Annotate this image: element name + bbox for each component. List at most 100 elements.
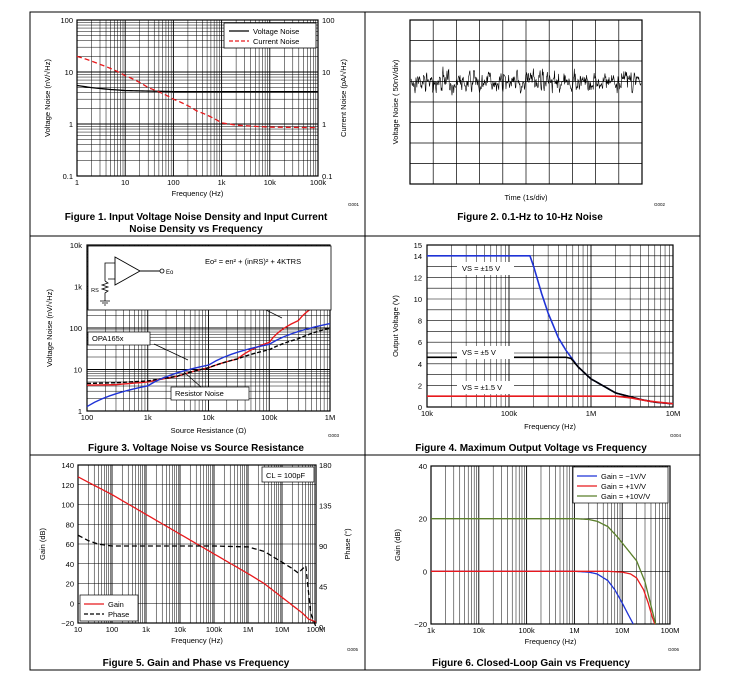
x-tick-label: 1M bbox=[243, 625, 253, 634]
y-axis-label: Voltage Noise ( 50nV/div) bbox=[391, 59, 400, 144]
x-tick-label: 10k bbox=[473, 626, 485, 635]
code-fig3: G003 bbox=[328, 433, 340, 438]
x-tick-label: 100 bbox=[167, 178, 180, 187]
caption-fig2: Figure 2. 0.1-Hz to 10-Hz Noise bbox=[457, 212, 603, 223]
y-tick-label: 120 bbox=[61, 481, 74, 490]
y-tick-label: 100 bbox=[61, 501, 74, 510]
series-line-current-noise bbox=[76, 55, 319, 129]
x-axis-label: Frequency (Hz) bbox=[524, 422, 576, 431]
x-tick-label: 10M bbox=[275, 625, 290, 634]
y2-tick-label: 90 bbox=[319, 542, 327, 551]
x-tick-label: 1k bbox=[144, 413, 152, 422]
series-line-gain-plus-1 bbox=[431, 570, 656, 625]
x-axis-label: Time (1s/div) bbox=[504, 193, 548, 202]
output-label: Eo bbox=[166, 270, 174, 276]
annotation-label: VS = ±15 V bbox=[462, 264, 500, 273]
code-fig6: G006 bbox=[668, 647, 680, 652]
y-tick-label: −20 bbox=[414, 620, 427, 629]
legend-entry: Gain = +10V/V bbox=[601, 492, 650, 501]
formula-text: Eo² = en² + (inRS)² + 4KTRS bbox=[205, 257, 301, 266]
caption-fig3: Figure 3. Voltage Noise vs Source Resist… bbox=[88, 443, 304, 454]
legend-entry: Voltage Noise bbox=[253, 27, 299, 36]
x-tick-label: 100M bbox=[661, 626, 680, 635]
x-tick-label: 100k bbox=[261, 413, 278, 422]
plot-frame-fig5 bbox=[77, 464, 317, 624]
y-tick-label: 10 bbox=[414, 295, 422, 304]
x-tick-label: 100 bbox=[81, 413, 94, 422]
cell-border-fig6 bbox=[364, 454, 701, 671]
annotation-box bbox=[170, 386, 250, 401]
y2-tick-label: 0 bbox=[319, 623, 323, 632]
y-tick-label: 100 bbox=[69, 324, 82, 333]
y-tick-label: 100 bbox=[60, 16, 73, 25]
series-line-resistor-noise bbox=[86, 322, 331, 408]
code-fig4: G004 bbox=[670, 433, 682, 438]
plot-frame-fig2 bbox=[409, 19, 643, 185]
y-axis-label: Output Voltage (V) bbox=[391, 295, 400, 357]
annotation-box bbox=[87, 331, 151, 346]
annotation-bg bbox=[457, 262, 514, 275]
x-axis-label: Frequency (Hz) bbox=[172, 189, 224, 198]
y-tick-label: 60 bbox=[66, 540, 74, 549]
y-tick-label: 40 bbox=[66, 560, 74, 569]
y-axis-label: Voltage Noise (nV/√Hz) bbox=[43, 59, 52, 137]
legend-box bbox=[223, 22, 317, 49]
annotation-bg bbox=[457, 346, 514, 359]
legend-entry: Current Noise bbox=[253, 37, 299, 46]
y-tick-label: −20 bbox=[61, 619, 74, 628]
y-tick-label: 40 bbox=[419, 462, 427, 471]
y2-tick-label: 1 bbox=[322, 120, 326, 129]
x-tick-label: 100 bbox=[106, 625, 119, 634]
x-tick-label: 1k bbox=[142, 625, 150, 634]
x-tick-label: 10 bbox=[121, 178, 129, 187]
annotation-leader bbox=[153, 343, 189, 361]
series-line-gain bbox=[77, 476, 317, 623]
legend-box bbox=[572, 466, 669, 504]
x-tick-label: 100k bbox=[310, 178, 327, 187]
y2-tick-label: 135 bbox=[319, 502, 332, 511]
x-tick-label: 1k bbox=[427, 626, 435, 635]
caption-fig4: Figure 4. Maximum Output Voltage vs Freq… bbox=[415, 443, 647, 454]
x-tick-label: 10M bbox=[666, 409, 681, 418]
y-tick-label: 10k bbox=[70, 241, 82, 250]
plot-frame-fig1 bbox=[76, 19, 319, 177]
cell-borders bbox=[29, 11, 701, 671]
y-tick-label: 6 bbox=[418, 338, 422, 347]
annotation-label: VS = ±1.5 V bbox=[462, 383, 502, 392]
y-tick-label: 0 bbox=[418, 403, 422, 412]
x-axis-label: Source Resistance (Ω) bbox=[171, 426, 247, 435]
y2-tick-label: 45 bbox=[319, 583, 327, 592]
y-axis-label: Gain (dB) bbox=[38, 527, 47, 560]
annotation-label: Resistor Noise bbox=[175, 389, 224, 398]
x-tick-label: 1k bbox=[218, 178, 226, 187]
caption-fig1-line1: Figure 1. Input Voltage Noise Density an… bbox=[65, 212, 328, 223]
x-tick-label: 10k bbox=[202, 413, 214, 422]
annotation-label: VS = ±5 V bbox=[462, 348, 496, 357]
chart-fig2: Time (1s/div) Voltage Noise ( 50nV/div) bbox=[391, 19, 643, 202]
caption-fig6: Figure 6. Closed-Loop Gain vs Frequency bbox=[432, 658, 630, 669]
y2-tick-label: 100 bbox=[322, 16, 335, 25]
y-tick-label: 10 bbox=[65, 68, 73, 77]
y-tick-label: 20 bbox=[66, 580, 74, 589]
annotation-bg bbox=[457, 381, 514, 394]
y-tick-label: 2 bbox=[418, 381, 422, 390]
y-axis-label: Gain (dB) bbox=[393, 528, 402, 561]
y-tick-label: 1 bbox=[69, 120, 73, 129]
x-axis-label: Frequency (Hz) bbox=[525, 637, 577, 646]
y-tick-label: 10 bbox=[74, 366, 82, 375]
y2-axis-label: Phase (°) bbox=[343, 528, 352, 560]
ground-symbol bbox=[100, 300, 110, 306]
annotation-label: CL = 100pF bbox=[266, 471, 306, 480]
chart-fig4: 10k 100k 1M 10M 0 2 4 6 8 10 12 14 15 Frequency (Hz) O… bbox=[391, 241, 680, 431]
annotation-leader bbox=[183, 371, 202, 388]
y-tick-label: 0 bbox=[70, 599, 74, 608]
plot-frame-fig6 bbox=[430, 465, 671, 625]
series-line-vs-1p5v bbox=[427, 395, 674, 405]
y-tick-label: 0.1 bbox=[63, 172, 73, 181]
plot-frame-fig3 bbox=[86, 244, 331, 412]
x-tick-label: 100k bbox=[206, 625, 223, 634]
code-fig2: G002 bbox=[654, 202, 666, 207]
x-axis-label: Frequency (Hz) bbox=[171, 636, 223, 645]
output-node bbox=[159, 268, 165, 274]
